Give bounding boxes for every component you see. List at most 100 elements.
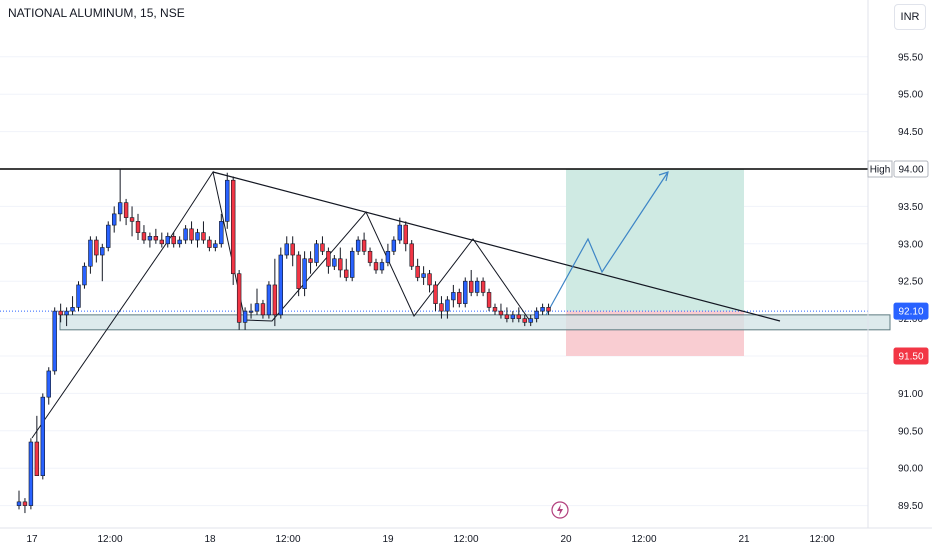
price-tag-box [893,302,929,320]
candle-body [201,232,206,241]
candle-body [486,292,492,308]
candle-body [123,202,129,218]
candle-body [135,221,141,233]
price-tag-box [893,160,929,178]
candle-body [528,318,533,323]
candle-body [171,236,176,245]
candle-body [112,213,117,226]
candle-body [516,314,522,319]
price-tag-value: 91.50 [898,352,923,363]
target-zone [566,169,744,312]
candle-body [415,265,420,278]
candle-body [522,318,527,323]
candle-body [546,307,551,312]
candle-body [236,273,242,323]
candle-body [284,243,289,256]
candle-body [272,284,278,316]
candle-body [302,258,307,289]
candle-body [480,280,486,293]
candle-body [231,179,236,275]
candle-body [468,280,474,293]
candle-body [58,310,63,316]
price-tags: High 94.00 92.10 91.50 [867,160,929,365]
candle-body [28,441,34,506]
x-tick-label: 12:00 [275,534,300,545]
candle-body [82,265,87,286]
zigzag-pattern [31,170,531,439]
x-tick-label: 21 [738,534,750,545]
candle-body [52,310,57,372]
candle-body [474,280,480,293]
candle-body [373,262,379,271]
candle-body [391,239,397,252]
candle-body [290,243,295,256]
candle-body [385,250,391,263]
x-tick-label: 18 [204,534,216,545]
price-axis[interactable]: 89.5090.0090.5091.0091.5092.0092.5093.00… [867,0,923,528]
drawn-patterns [31,170,781,439]
candle-body [403,224,408,245]
x-tick-label: 17 [26,534,38,545]
candle-body [213,243,218,248]
candle-body [361,239,367,252]
currency-button[interactable]: INR [894,4,926,30]
candle-body [308,258,313,263]
candle-body [463,280,468,304]
candle-body [64,310,69,316]
candle-body [242,310,248,323]
chart-title: NATIONAL ALUMINUM, 15, NSE [8,6,185,20]
lightning-icon[interactable] [551,501,569,519]
candle-body [189,228,194,241]
candle-body [219,221,224,245]
candle-body [153,236,159,241]
candle-body [195,232,200,241]
candle-body [498,310,504,316]
time-axis[interactable]: 17 12:00 18 12:00 19 12:00 20 12:00 21 12:00 [0,527,932,545]
candle-body [34,441,40,476]
candle-body [248,310,254,313]
candle-body [225,179,230,222]
support-band [59,314,891,331]
descending-trendline [212,171,781,322]
price-tag-value: 94.00 [898,165,923,176]
y-tick-label: 89.50 [898,501,923,512]
candle-body [367,250,373,263]
candle-body [147,236,153,241]
candle-body [510,314,516,319]
candles [16,169,551,514]
candle-body [320,243,325,252]
candle-body [540,307,545,312]
x-tick-label: 12:00 [631,534,656,545]
candle-body [492,307,498,312]
candle-body [338,258,343,271]
y-tick-label: 95.00 [898,90,923,101]
candle-body [314,243,319,263]
position-zones [59,169,891,356]
candle-body [332,258,337,267]
y-tick-label: 93.50 [898,202,923,213]
candle-body [355,239,361,252]
candle-body [445,299,450,312]
candle-body [16,501,22,506]
y-tick-label: 90.00 [898,464,923,475]
candle-body [504,314,510,319]
price-tag-label: High [870,165,891,176]
candle-body [254,303,260,312]
candle-body [100,247,105,256]
candle-body [296,254,301,289]
candle-body [88,239,93,267]
candle-body [278,254,283,316]
candle-body [159,239,164,245]
candle-body [409,243,414,267]
y-tick-label: 94.50 [898,127,923,138]
y-tick-label: 91.00 [898,389,923,400]
x-tick-label: 12:00 [453,534,478,545]
projection-arrowhead [658,171,669,182]
candle-body [326,250,331,267]
candle-body [451,292,456,301]
candle-body [457,292,462,304]
candle-body [421,273,426,278]
candle-body [141,232,147,241]
x-tick-label: 20 [560,534,572,545]
